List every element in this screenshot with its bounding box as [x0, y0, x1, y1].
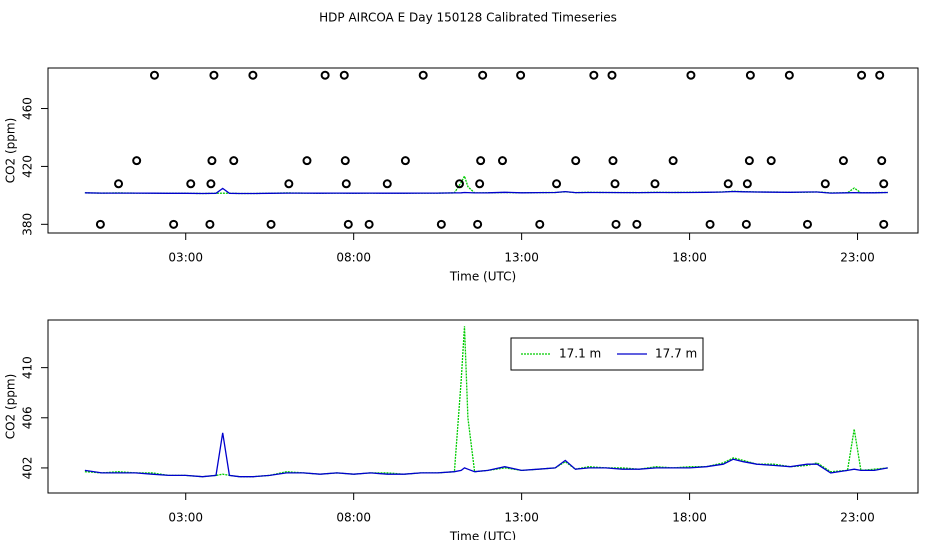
- point: [95, 219, 105, 229]
- point: [742, 179, 752, 189]
- point: [205, 219, 215, 229]
- point: [284, 179, 294, 189]
- point: [723, 179, 733, 189]
- point: [784, 70, 794, 80]
- point: [820, 179, 830, 189]
- line-series: [84, 326, 888, 478]
- x-tick-label: 03:00: [168, 251, 203, 265]
- point: [341, 179, 351, 189]
- point: [476, 156, 486, 166]
- x-tick-label: 23:00: [840, 511, 875, 525]
- point: [516, 70, 526, 80]
- plot-frame: [47, 67, 919, 234]
- chart-title: HDP AIRCOA E Day 150128 Calibrated Times…: [319, 11, 617, 25]
- x-tick-label: 18:00: [672, 511, 707, 525]
- point: [838, 156, 848, 166]
- point: [149, 70, 159, 80]
- line-series: [84, 187, 888, 195]
- point: [475, 179, 485, 189]
- point: [229, 156, 239, 166]
- x-axis-label: Time (UTC): [449, 530, 516, 540]
- x-tick-label: 08:00: [336, 511, 371, 525]
- point: [497, 156, 507, 166]
- point: [552, 179, 562, 189]
- x-axis-label: Time (UTC): [449, 270, 516, 284]
- point: [744, 156, 754, 166]
- legend-box: [510, 337, 704, 371]
- point: [632, 219, 642, 229]
- point: [610, 179, 620, 189]
- point: [364, 219, 374, 229]
- point: [741, 219, 751, 229]
- point: [535, 219, 545, 229]
- point: [745, 70, 755, 80]
- legend-label: 17.7 m: [655, 347, 697, 361]
- y-tick-label: 420: [21, 155, 35, 178]
- point: [343, 219, 353, 229]
- y-axis-label: CO2 (ppm): [4, 118, 18, 184]
- point: [473, 219, 483, 229]
- point: [400, 156, 410, 166]
- plot-frame: [47, 319, 919, 494]
- point: [340, 156, 350, 166]
- line-series: [84, 174, 888, 195]
- point: [766, 156, 776, 166]
- y-tick-label: 380: [21, 213, 35, 236]
- point: [650, 179, 660, 189]
- point: [879, 179, 889, 189]
- y-tick-label: 460: [21, 97, 35, 120]
- y-tick-label: 402: [21, 456, 35, 479]
- point: [418, 70, 428, 80]
- point: [248, 70, 258, 80]
- point: [302, 156, 312, 166]
- point: [206, 179, 216, 189]
- point: [608, 156, 618, 166]
- y-tick-label: 410: [21, 356, 35, 379]
- point: [589, 70, 599, 80]
- point: [382, 179, 392, 189]
- legend-label: 17.1 m: [559, 347, 601, 361]
- x-tick-label: 08:00: [336, 251, 371, 265]
- point: [607, 70, 617, 80]
- point: [114, 179, 124, 189]
- y-axis-label: CO2 (ppm): [4, 374, 18, 440]
- point: [186, 179, 196, 189]
- point: [266, 219, 276, 229]
- point: [875, 70, 885, 80]
- point: [209, 70, 219, 80]
- point: [339, 70, 349, 80]
- point: [668, 156, 678, 166]
- point: [879, 219, 889, 229]
- point: [436, 219, 446, 229]
- line-series: [84, 432, 888, 478]
- x-tick-label: 03:00: [168, 511, 203, 525]
- point: [611, 219, 621, 229]
- x-tick-label: 23:00: [840, 251, 875, 265]
- x-tick-label: 18:00: [672, 251, 707, 265]
- point: [132, 156, 142, 166]
- point: [857, 70, 867, 80]
- x-tick-label: 13:00: [504, 251, 539, 265]
- point: [320, 70, 330, 80]
- point: [169, 219, 179, 229]
- point: [705, 219, 715, 229]
- y-tick-label: 406: [21, 406, 35, 429]
- point: [686, 70, 696, 80]
- point: [877, 156, 887, 166]
- x-tick-label: 13:00: [504, 511, 539, 525]
- point: [454, 179, 464, 189]
- point: [478, 70, 488, 80]
- point: [207, 156, 217, 166]
- point: [802, 219, 812, 229]
- point: [571, 156, 581, 166]
